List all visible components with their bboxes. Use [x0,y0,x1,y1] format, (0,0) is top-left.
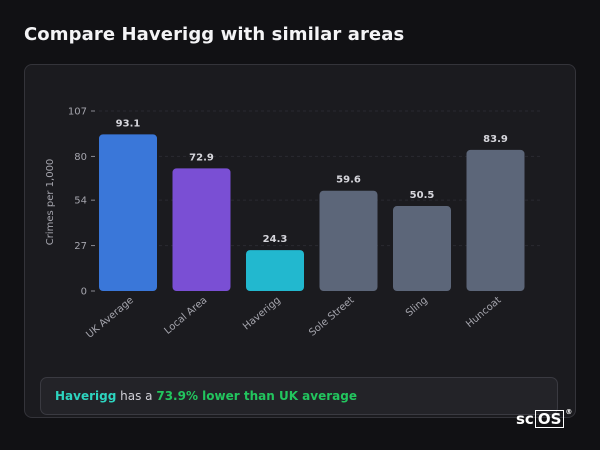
page-title: Compare Haverigg with similar areas [24,24,405,45]
comparison-summary: Haverigg has a 73.9% lower than UK avera… [40,377,558,415]
bar-sole-street[interactable] [319,190,378,291]
bar-value-label: 50.5 [410,190,435,201]
bar-value-label: 83.9 [483,134,508,145]
y-tick-label: 0 [81,287,87,298]
summary-text: has a [120,389,153,403]
x-category-label: Sole Street [307,295,356,339]
chart-bars [99,134,525,291]
scos-logo: sc OS ® [516,408,572,428]
bar-huncoat[interactable] [466,149,525,291]
logo-registered-mark: ® [565,408,573,416]
y-tick-label: 107 [68,107,87,118]
y-tick-label: 54 [74,196,87,207]
bar-value-label: 93.1 [116,118,141,129]
y-axis-title: Crimes per 1,000 [45,159,56,246]
x-category-label: Sling [404,295,430,319]
bar-value-label: 24.3 [263,234,288,245]
y-axis: 0 27 54 80 107 [68,107,95,298]
x-category-label: UK Average [84,295,136,341]
comparison-card: 0 27 54 80 107 93.1 UK Average 72.9 Local Area 2… [24,64,576,418]
x-category-label: Local Area [162,295,209,337]
y-tick-label: 80 [74,152,87,163]
bar-haverigg[interactable] [246,250,304,291]
bar-value-label: 72.9 [189,152,214,163]
x-category-label: Haverigg [241,295,283,333]
bar-uk-average[interactable] [99,134,157,291]
y-tick-label: 27 [74,241,87,252]
summary-delta: 73.9% lower than UK average [156,389,357,403]
bar-local-area[interactable] [172,168,231,291]
logo-text: sc [516,410,534,428]
logo-boxed-text: OS [534,410,565,428]
bar-sling[interactable] [393,206,451,291]
summary-area-name: Haverigg [55,389,117,403]
comparison-bar-chart: 0 27 54 80 107 93.1 UK Average 72.9 Local Area 2… [45,107,541,341]
bar-value-label: 59.6 [336,175,361,186]
x-category-label: Huncoat [464,295,503,330]
